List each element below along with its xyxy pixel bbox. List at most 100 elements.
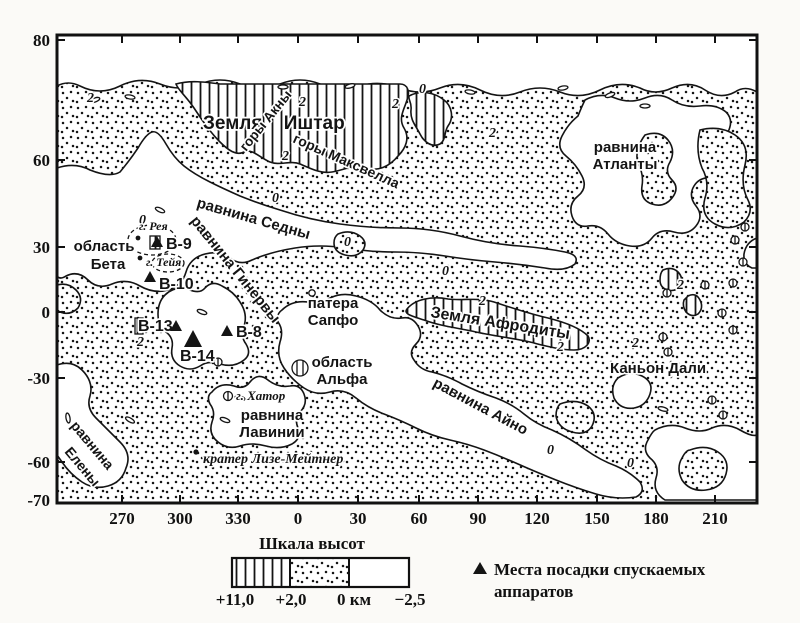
contour-label: 0 [139, 213, 146, 228]
contour-label: 2 [136, 335, 144, 350]
dali-hatch-patch-1 [659, 267, 683, 292]
map-border [55, 33, 759, 505]
x-axis-label: 0 [294, 509, 303, 528]
landing-site-marker-v8 [221, 325, 233, 336]
y-axis-label: -30 [27, 369, 50, 388]
label-sappho-patera-line1: патера [308, 295, 359, 312]
legend-scale-value: −2,5 [395, 590, 426, 609]
contour-label: 2 [631, 336, 639, 351]
contour-label: 0 [442, 264, 449, 279]
label-beta-regio-line2: Бета [91, 256, 126, 273]
contour-label: 2 [556, 340, 564, 355]
height-scale-legend: Шкала высот +11,0 +2,0 0 км −2,5 [216, 534, 426, 609]
label-lavinia-planitia-line2: Лавинии [239, 424, 304, 441]
x-axis-label: 120 [524, 509, 550, 528]
sedna-stipple-island [333, 231, 366, 257]
contour-label: 2 [298, 95, 306, 110]
contour-label: 0 [344, 235, 351, 250]
landing-site-label-v9: В-9 [166, 236, 192, 253]
ishtar-terra-highland [174, 80, 410, 174]
southeast-stipple-island [678, 446, 728, 492]
label-lavinia-planitia-line1: равнина [241, 407, 304, 424]
label-theia-mons: г. Тейя [146, 255, 181, 269]
x-axis-label: 270 [109, 509, 135, 528]
legend-scale-value: +2,0 [276, 590, 307, 609]
contour-label: 2 [676, 278, 684, 293]
legend-scale-value: +11,0 [216, 590, 255, 609]
theia-dashed-contour [151, 253, 185, 273]
label-sappho-patera-line2: Сапфо [308, 312, 359, 329]
phoebe-hatch-patch [134, 317, 144, 335]
longitude-axis-labels: 270 300 330 0 30 60 90 120 150 180 210 [109, 509, 728, 528]
rhea-dashed-contour [127, 224, 177, 256]
dali-hatch-patch-2 [682, 293, 703, 317]
dali-west-white-blob [611, 372, 652, 410]
legend-swatch-lowland [349, 558, 409, 587]
y-axis-label: -60 [27, 453, 50, 472]
landing-site-label-v14: В-14 [180, 348, 215, 365]
landing-sites-legend: Места посадки спускаемых аппаратов [473, 560, 706, 601]
legend-scale-value: 0 км [337, 590, 372, 609]
contour-label: 2 [86, 91, 94, 106]
legend-swatch-midland [290, 558, 349, 587]
label-atalanta-planitia-line2: Атланты [593, 156, 658, 173]
landing-sites-legend-line2: аппаратов [494, 582, 573, 601]
contour-label: 2 [478, 294, 486, 309]
contour-label: 0 [547, 443, 554, 458]
legend-bar-border [230, 556, 411, 589]
contour-label: 2 [281, 149, 289, 164]
landing-site-marker-v9 [151, 236, 163, 247]
label-rhea-mons: г. Рея [139, 219, 168, 233]
landing-sites: В-9 В-10 В-13 В-14 В-8 [136, 234, 263, 366]
x-axis-label: 30 [350, 509, 367, 528]
landing-site-marker-v13 [170, 320, 182, 331]
landing-site-marker-v10 [144, 271, 156, 282]
crater-circle-symbols [213, 222, 750, 420]
bottom-tick-marks [121, 495, 716, 503]
label-dali-chasma: Каньон Дали [610, 360, 706, 377]
label-lise-meitner-crater: кратер Лизе-Мейтнер [203, 452, 343, 467]
lineation-symbols [65, 83, 669, 424]
contour-label: 2 [391, 97, 399, 112]
label-alpha-regio-line1: область [312, 354, 373, 371]
theia-mons-summit-dot [137, 255, 143, 261]
x-axis-label: 300 [167, 509, 193, 528]
label-atalanta-planitia-line1: равнина [594, 139, 657, 156]
label-hathor-mons: г. Хатор [236, 388, 286, 403]
map-frame [55, 33, 759, 505]
y-axis-label: -70 [27, 491, 50, 510]
sedna-plains-region [56, 130, 578, 293]
x-axis-label: 150 [584, 509, 610, 528]
maxwell-east-highland-lobe [408, 91, 453, 147]
landing-sites-legend-line1: Места посадки спускаемых [494, 560, 706, 579]
top-tick-marks [121, 35, 716, 43]
label-beta-regio-line1: область [74, 238, 135, 255]
landing-site-marker-v14 [184, 330, 202, 347]
landing-site-label-v13: В-13 [138, 318, 173, 335]
west-edge-stipple-patch [56, 283, 82, 315]
x-axis-label: 210 [702, 509, 728, 528]
y-axis-label: 30 [33, 238, 50, 257]
landing-site-label-v10: В-10 [159, 276, 194, 293]
sappho-aino-lowland-region [276, 293, 644, 499]
contour-label: 2 [488, 126, 496, 141]
x-axis-label: 60 [411, 509, 428, 528]
legend-swatch-highland [232, 558, 290, 587]
helen-plains-region [56, 362, 129, 489]
latitude-axis-labels: 80 60 30 0 -30 -60 -70 [27, 31, 50, 510]
label-alpha-regio-line2: Альфа [316, 371, 368, 388]
legend-title: Шкала высот [259, 534, 365, 553]
landing-site-legend-icon [473, 562, 487, 574]
map-canvas [56, 34, 758, 503]
aphrodite-terra-highland [405, 297, 590, 351]
x-axis-label: 180 [643, 509, 669, 528]
y-axis-label: 60 [33, 151, 50, 170]
lise-meitner-crater-dot [193, 449, 199, 455]
aino-stipple-island [555, 400, 596, 434]
y-axis-label: 0 [42, 303, 51, 322]
central-lowland-region [157, 282, 250, 370]
east-stipple-peninsula [697, 127, 752, 229]
contour-label: 0 [627, 456, 634, 471]
y-axis-label: 80 [33, 31, 50, 50]
